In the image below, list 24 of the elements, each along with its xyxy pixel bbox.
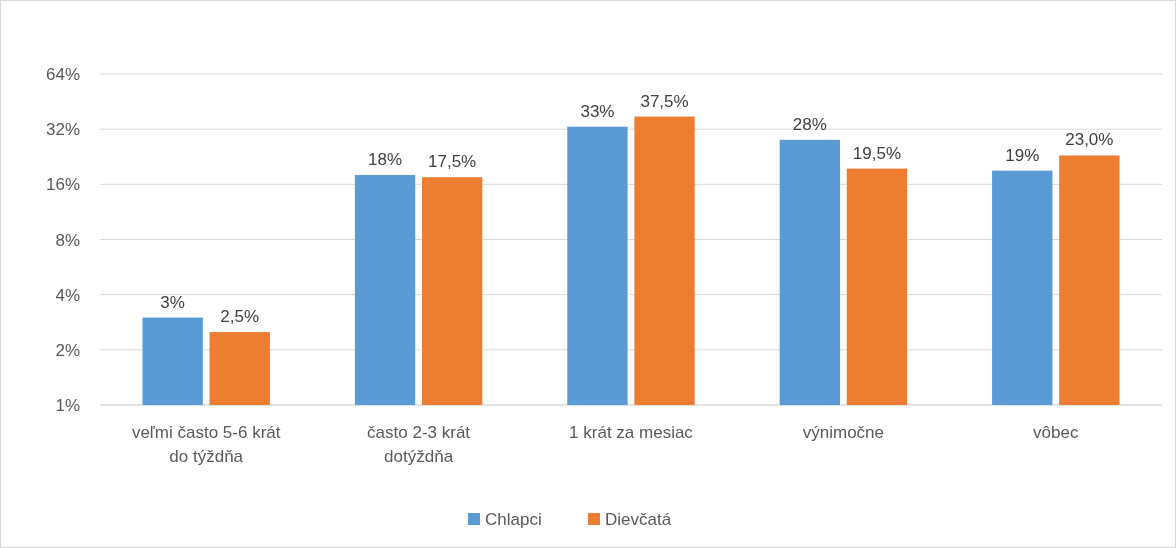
data-label: 19,5%: [852, 143, 902, 163]
data-label: 28%: [792, 114, 827, 134]
y-tick-label: 4%: [55, 285, 80, 305]
legend-label: Dievčatá: [605, 510, 672, 529]
y-tick-label: 16%: [45, 175, 80, 195]
x-tick-label: 1 krát za mesiac: [569, 423, 694, 442]
data-label: 37,5%: [640, 91, 689, 111]
x-tick-label: často 2-3 krát dotýždňa: [367, 423, 471, 466]
data-label: 19%: [1005, 145, 1040, 165]
legend-label: Chlapci: [485, 510, 542, 529]
y-tick-label: 8%: [55, 230, 80, 250]
y-tick-label: 32%: [45, 120, 80, 140]
y-tick-label: 2%: [55, 340, 80, 360]
x-tick-label: vôbec: [1033, 423, 1079, 442]
data-label: 2,5%: [220, 307, 260, 327]
data-label: 23,0%: [1065, 130, 1114, 150]
data-label: 17,5%: [428, 152, 477, 172]
y-tick-label: 1%: [55, 396, 80, 415]
x-tick-label: výnimočne: [802, 423, 885, 442]
x-tick-label: veľmi často 5-6 krát do týždňa: [131, 423, 281, 466]
data-label: 3%: [160, 292, 185, 312]
data-label: 18%: [368, 149, 403, 169]
y-tick-label: 64%: [45, 65, 80, 84]
data-label: 33%: [580, 101, 615, 121]
